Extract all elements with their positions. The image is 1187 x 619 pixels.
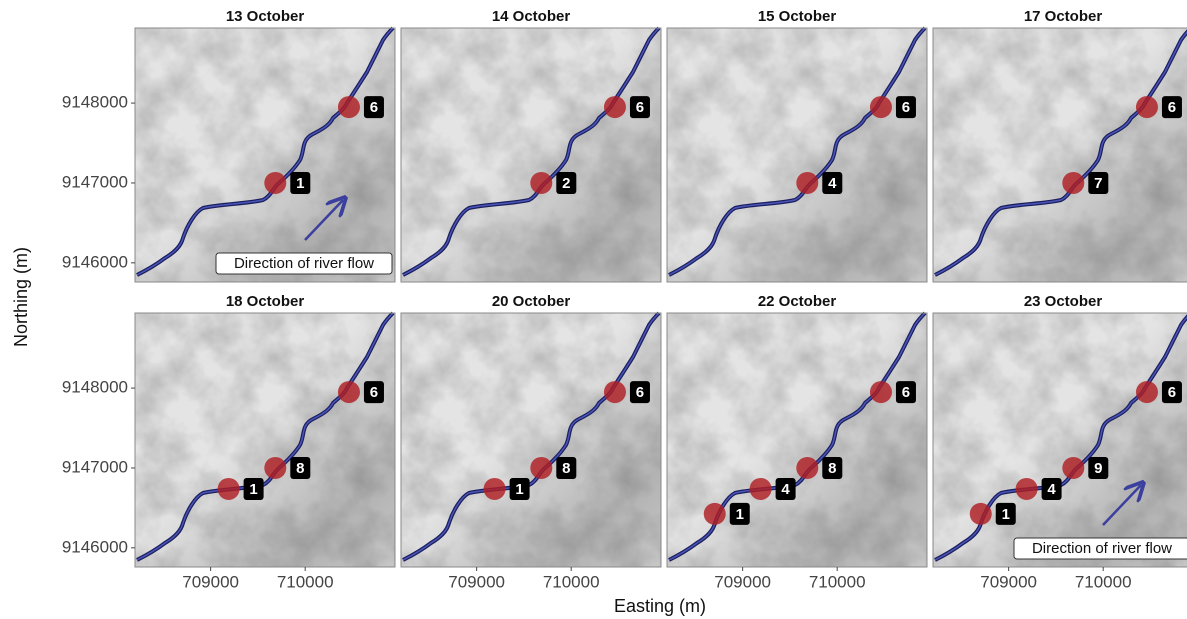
site-point <box>796 172 818 194</box>
facet-panel: 67 <box>933 28 1187 282</box>
x-tick-label: 710000 <box>809 572 866 591</box>
chart: Northing (m) Easting (m) 13 October Direc… <box>0 0 1187 619</box>
map-shade <box>401 313 661 567</box>
site-point <box>796 457 818 479</box>
site-point <box>1062 457 1084 479</box>
site-label: 9 <box>1094 460 1102 477</box>
x-tick-label: 709000 <box>448 572 505 591</box>
site-label: 8 <box>562 460 570 477</box>
map-shade <box>933 313 1187 567</box>
site-label: 6 <box>902 384 910 401</box>
facet-title: 15 October <box>758 8 837 25</box>
x-tick-label: 710000 <box>1075 572 1132 591</box>
facet-title: 23 October <box>1024 293 1103 310</box>
facet-panel: Direction of river flow 6 1 <box>135 28 395 282</box>
facet-title: 13 October <box>226 8 305 25</box>
site-label: 1 <box>249 481 257 498</box>
site-label: 2 <box>562 175 570 192</box>
site-point <box>338 96 360 118</box>
facet-title: 22 October <box>758 293 837 310</box>
site-label: 4 <box>1047 481 1056 498</box>
site-label: 4 <box>828 175 837 192</box>
site-label: 1 <box>736 506 744 523</box>
y-tick-label: 9146000 <box>62 537 128 556</box>
map-shade <box>667 313 927 567</box>
facet-title: 20 October <box>492 293 571 310</box>
facet-title: 17 October <box>1024 8 1103 25</box>
site-label: 6 <box>636 99 644 116</box>
facet-panel: 64 <box>667 28 927 282</box>
x-axis-title: Easting (m) <box>614 596 706 616</box>
facet-panel: 62 <box>401 28 661 282</box>
y-tick-label: 9148000 <box>62 378 128 397</box>
site-label: 4 <box>781 481 790 498</box>
site-point <box>264 172 286 194</box>
y-tick-label: 9147000 <box>62 172 128 191</box>
site-label: 6 <box>636 384 644 401</box>
x-tick-label: 710000 <box>277 572 334 591</box>
facet-title: 18 October <box>226 293 305 310</box>
site-label: 8 <box>296 460 304 477</box>
annotation: Direction of river flow <box>234 255 374 272</box>
x-tick-label: 709000 <box>980 572 1037 591</box>
site-label: 6 <box>1168 384 1176 401</box>
facet-panel: 6 8 4 1 <box>667 313 927 567</box>
site-label: 1 <box>1002 506 1010 523</box>
map-shade <box>135 28 395 282</box>
x-tick-label: 709000 <box>182 572 239 591</box>
site-point <box>530 172 552 194</box>
facet-title: 14 October <box>492 8 571 25</box>
map-shade <box>933 28 1187 282</box>
facet-panel: 6 8 1 <box>135 313 395 567</box>
site-label: 6 <box>902 99 910 116</box>
site-point <box>870 96 892 118</box>
site-point <box>704 503 726 525</box>
site-label: 1 <box>296 175 304 192</box>
x-tick-label: 710000 <box>543 572 600 591</box>
site-point <box>870 381 892 403</box>
map-shade <box>135 313 395 567</box>
site-label: 1 <box>515 481 523 498</box>
site-point <box>1016 478 1038 500</box>
map-shade <box>667 28 927 282</box>
y-axis-title: Northing (m) <box>11 247 31 347</box>
site-point <box>604 96 626 118</box>
site-label: 6 <box>370 99 378 116</box>
site-point <box>484 478 506 500</box>
site-label: 6 <box>1168 99 1176 116</box>
site-point <box>750 478 772 500</box>
site-point <box>338 381 360 403</box>
facet-panel: 6 8 1 <box>401 313 661 567</box>
site-point <box>1062 172 1084 194</box>
site-label: 6 <box>370 384 378 401</box>
map-shade <box>401 28 661 282</box>
site-point <box>530 457 552 479</box>
facet-panel: Direction of river flow 6 9 4 1 <box>933 313 1187 567</box>
site-point <box>1136 96 1158 118</box>
site-point <box>1136 381 1158 403</box>
annotation: Direction of river flow <box>1032 540 1172 557</box>
y-tick-label: 9147000 <box>62 457 128 476</box>
site-label: 8 <box>828 460 836 477</box>
y-tick-label: 9148000 <box>62 93 128 112</box>
site-point <box>604 381 626 403</box>
x-tick-label: 709000 <box>714 572 771 591</box>
site-label: 7 <box>1094 175 1102 192</box>
site-point <box>218 478 240 500</box>
y-tick-label: 9146000 <box>62 252 128 271</box>
site-point <box>264 457 286 479</box>
site-point <box>970 503 992 525</box>
